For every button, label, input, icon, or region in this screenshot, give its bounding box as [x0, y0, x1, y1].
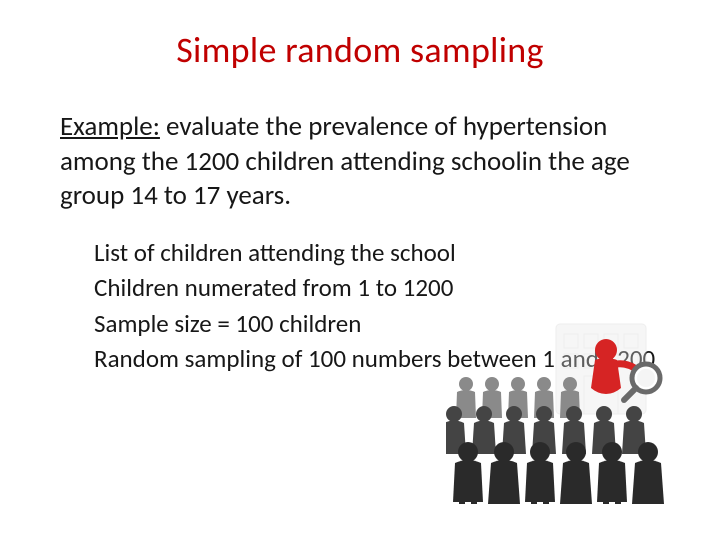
example-label: Example:: [60, 110, 160, 143]
example-paragraph: Example: evaluate the prevalence of hype…: [60, 110, 660, 214]
people-magnifier-graphic: [446, 314, 666, 504]
slide: Simple random sampling Example: evaluate…: [0, 0, 720, 540]
list-item: List of children attending the school: [94, 236, 660, 270]
list-item: Children numerated from 1 to 1200: [94, 271, 660, 305]
crowd-icon: [446, 314, 666, 504]
slide-title: Simple random sampling: [60, 28, 660, 72]
